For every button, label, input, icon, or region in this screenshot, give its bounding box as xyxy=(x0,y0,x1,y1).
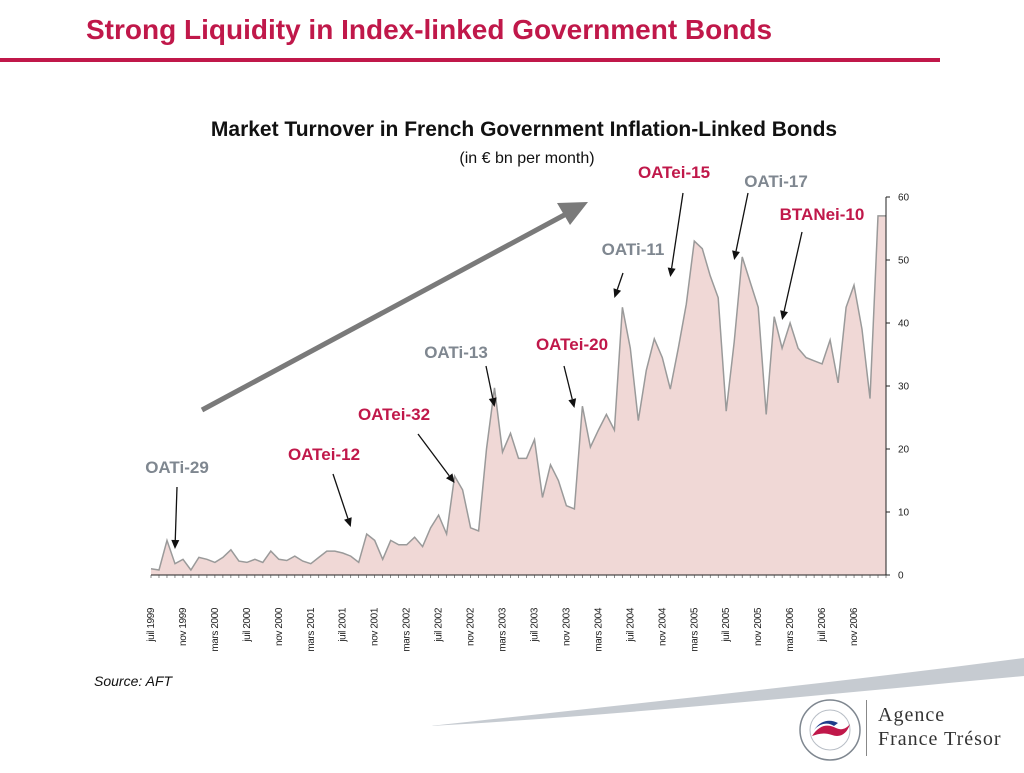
logo-text-france-tresor: France Trésor xyxy=(878,728,1002,750)
logo xyxy=(792,690,1024,768)
x-tick-label: mars 2004 xyxy=(593,607,604,651)
x-tick-label: nov 2006 xyxy=(849,607,860,646)
annotation-arrowhead xyxy=(667,267,676,277)
annotation-label: OATei-32 xyxy=(358,405,430,424)
x-tick-label: mars 2000 xyxy=(210,607,221,651)
x-tick-label: juil 2001 xyxy=(338,607,349,642)
chart-subtitle: (in € bn per month) xyxy=(459,150,594,167)
x-tick-label: juil 2004 xyxy=(625,607,636,642)
annotation: OATi-17 xyxy=(732,172,808,260)
x-tick-label: mars 2003 xyxy=(498,607,509,651)
logo-seal xyxy=(799,699,861,761)
annotation: OATei-32 xyxy=(358,405,455,483)
x-tick-label: juil 2005 xyxy=(721,607,732,642)
annotation-label: OATi-17 xyxy=(744,172,808,191)
annotation-arrow xyxy=(783,231,803,312)
annotation-arrow xyxy=(735,192,749,252)
annotation: OATi-11 xyxy=(602,240,665,298)
source-note: Source: AFT xyxy=(94,673,173,689)
annotation-arrowhead xyxy=(613,288,622,298)
page-title: Strong Liquidity in Index-linked Governm… xyxy=(86,14,773,45)
x-tick-label: nov 2001 xyxy=(370,607,381,646)
x-tick-label: nov 1999 xyxy=(178,607,189,646)
logo-text-agence: Agence xyxy=(878,704,946,726)
x-tick-label: mars 2002 xyxy=(402,607,413,651)
x-tick-label: juil 2002 xyxy=(434,607,445,642)
x-tick-label: nov 2000 xyxy=(274,607,285,646)
x-tick-label: juil 2000 xyxy=(242,607,253,642)
annotation-label: BTANei-10 xyxy=(780,205,865,224)
annotation-label: OATi-13 xyxy=(424,343,488,362)
y-tick-label: 10 xyxy=(898,508,910,519)
axis-layer: 0 10 20 30 40 50 60 juil 1999 nov 1999 mars 2000 j… xyxy=(146,193,910,652)
annotation: OATei-20 xyxy=(536,335,608,408)
annotation-arrow xyxy=(616,272,624,290)
annotation-label: OATi-29 xyxy=(145,458,209,477)
y-tick-label: 60 xyxy=(898,193,910,204)
annotation-arrow xyxy=(417,433,450,477)
x-tick-label: nov 2005 xyxy=(753,607,764,646)
x-tick-label: nov 2004 xyxy=(657,607,668,646)
annotation-arrow xyxy=(485,365,494,399)
logo-divider xyxy=(866,700,867,756)
annotation: OATei-12 xyxy=(288,445,360,527)
annotation-arrow xyxy=(670,192,684,269)
y-tick-label: 40 xyxy=(898,319,910,330)
area-fill xyxy=(151,215,886,575)
x-tick-label: juil 1999 xyxy=(146,607,157,642)
annotation-arrowhead xyxy=(732,250,740,260)
x-tick-label: juil 2003 xyxy=(529,607,540,642)
annotation-arrowhead xyxy=(344,517,352,527)
annotation-label: OATei-15 xyxy=(638,163,710,182)
area-line xyxy=(150,215,886,572)
trend-arrow xyxy=(200,202,588,413)
x-tick-label: juil 2006 xyxy=(817,607,828,642)
annotation-arrow xyxy=(563,365,573,400)
trend-arrow-head xyxy=(557,202,588,225)
x-tick-label: nov 2002 xyxy=(466,607,477,646)
annotation: OATei-15 xyxy=(638,163,710,277)
annotation-arrow xyxy=(332,473,349,519)
y-tick-label: 50 xyxy=(898,256,910,267)
title-rule xyxy=(0,58,940,62)
trend-arrow-shaft xyxy=(200,210,570,413)
annotation-arrowhead xyxy=(171,539,180,549)
annotation: OATi-29 xyxy=(145,458,209,549)
annotation-label: OATi-11 xyxy=(602,240,665,259)
area-layer xyxy=(150,215,886,575)
y-tick-label: 0 xyxy=(898,571,904,582)
x-tick-label: mars 2006 xyxy=(785,607,796,651)
x-tick-label: nov 2003 xyxy=(561,607,572,646)
annotation-arrowhead xyxy=(780,310,788,320)
annotation-arrowhead xyxy=(568,398,577,408)
chart-title: Market Turnover in French Government Inf… xyxy=(211,118,837,141)
annotation: BTANei-10 xyxy=(780,205,865,320)
annotation-label: OATei-12 xyxy=(288,445,360,464)
x-tick-label: mars 2001 xyxy=(306,607,317,651)
y-tick-label: 20 xyxy=(898,445,910,456)
x-tick-label: mars 2005 xyxy=(689,607,700,651)
annotation-layer: OATi-29 OATei-12 OATei-32 OATi-13 OATei-20 OA… xyxy=(145,163,864,549)
annotation-arrow xyxy=(174,486,178,541)
annotation-arrowhead xyxy=(488,397,497,407)
annotation-arrowhead xyxy=(446,473,455,483)
y-tick-label: 30 xyxy=(898,382,910,393)
annotation-label: OATei-20 xyxy=(536,335,608,354)
annotation: OATi-13 xyxy=(424,343,497,407)
